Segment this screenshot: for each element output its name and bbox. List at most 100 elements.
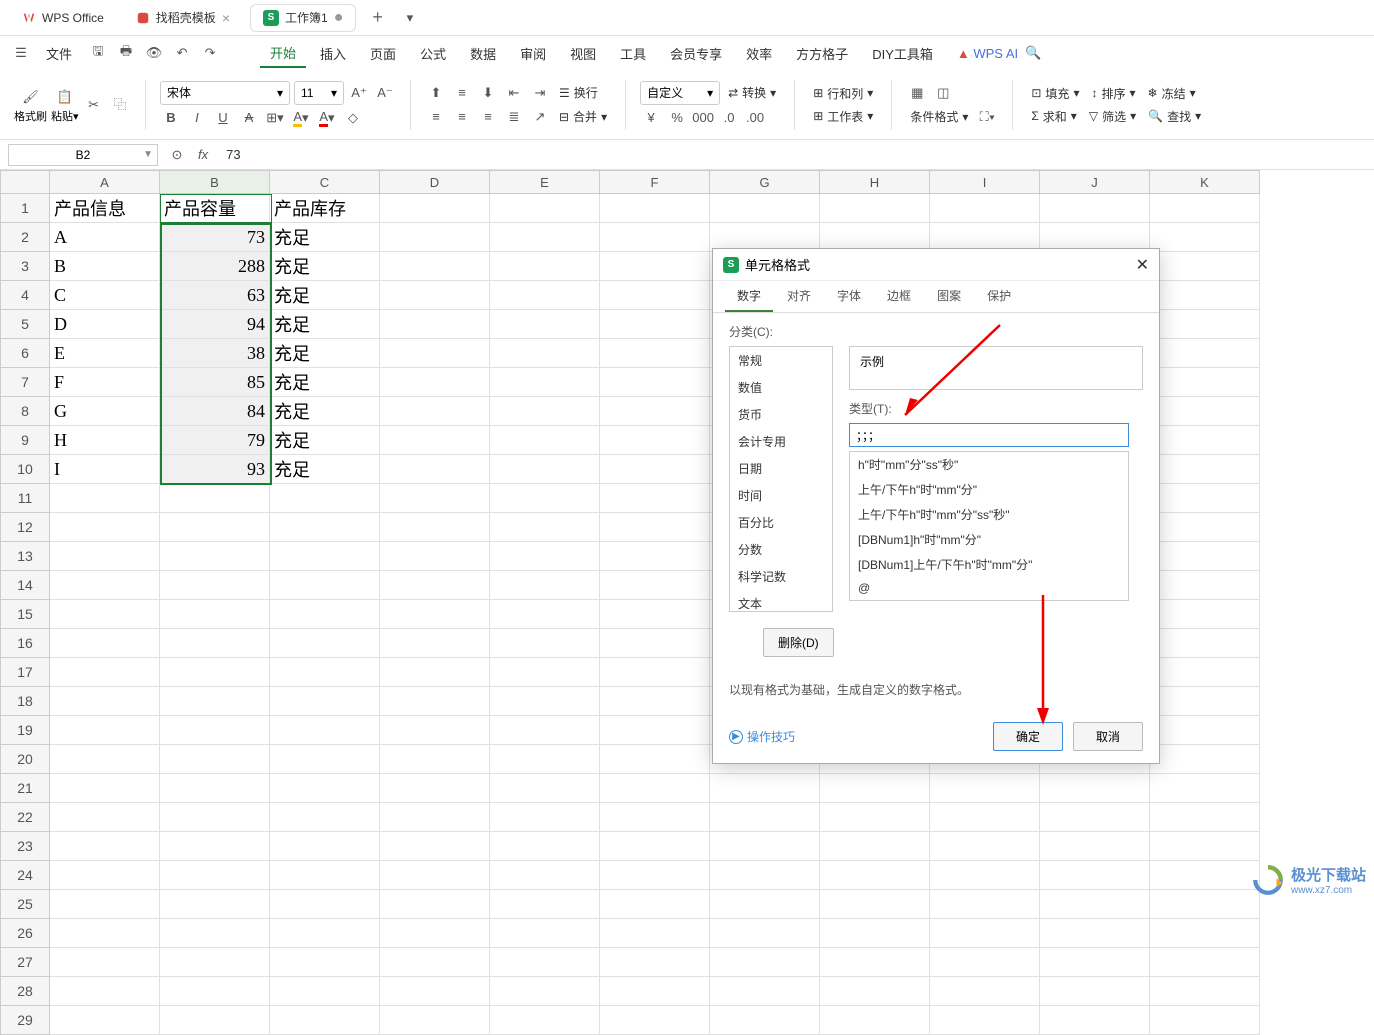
cell[interactable] — [600, 1006, 710, 1035]
freeze-button[interactable]: ❄ 冻结▾ — [1144, 83, 1200, 104]
undo-icon[interactable]: ↶ — [170, 41, 194, 65]
menu-data[interactable]: 数据 — [460, 40, 506, 67]
row-header[interactable]: 18 — [0, 687, 50, 716]
cancel-edit-icon[interactable]: ⊙ — [166, 144, 188, 166]
row-header[interactable]: 8 — [0, 397, 50, 426]
cell[interactable] — [160, 513, 270, 542]
column-header[interactable]: E — [490, 170, 600, 194]
cell[interactable] — [380, 977, 490, 1006]
cell[interactable] — [600, 368, 710, 397]
cell[interactable] — [1150, 194, 1260, 223]
cell[interactable] — [1150, 919, 1260, 948]
row-header[interactable]: 26 — [0, 919, 50, 948]
cell[interactable]: 充足 — [270, 281, 380, 310]
cell[interactable] — [50, 687, 160, 716]
cell[interactable] — [490, 803, 600, 832]
cell[interactable] — [1150, 310, 1260, 339]
justify-icon[interactable]: ≣ — [503, 106, 525, 128]
cell[interactable] — [600, 977, 710, 1006]
cell[interactable] — [1150, 223, 1260, 252]
cell[interactable] — [1150, 716, 1260, 745]
wps-ai-button[interactable]: ▲ WPS AI — [957, 46, 1018, 61]
cell[interactable] — [380, 832, 490, 861]
cell[interactable] — [820, 194, 930, 223]
cell[interactable] — [380, 774, 490, 803]
category-item[interactable]: 文本 — [730, 590, 832, 612]
cell[interactable] — [270, 803, 380, 832]
cell[interactable] — [380, 310, 490, 339]
cell[interactable] — [600, 281, 710, 310]
row-header[interactable]: 6 — [0, 339, 50, 368]
align-left-icon[interactable]: ≡ — [425, 106, 447, 128]
cell[interactable]: I — [50, 455, 160, 484]
cell[interactable] — [490, 919, 600, 948]
column-header[interactable]: H — [820, 170, 930, 194]
cell[interactable] — [710, 977, 820, 1006]
table-style-icon[interactable]: ▦ — [906, 82, 928, 104]
cell[interactable]: 94 — [160, 310, 270, 339]
cell[interactable] — [490, 774, 600, 803]
tab-number[interactable]: 数字 — [725, 281, 773, 312]
cell[interactable]: 288 — [160, 252, 270, 281]
row-header[interactable]: 22 — [0, 803, 50, 832]
ok-button[interactable]: 确定 — [993, 722, 1063, 751]
cell[interactable] — [820, 1006, 930, 1035]
cell[interactable] — [160, 600, 270, 629]
cell[interactable]: 产品库存 — [270, 194, 380, 223]
tab-pattern[interactable]: 图案 — [925, 281, 973, 312]
cell[interactable] — [1040, 977, 1150, 1006]
column-header[interactable]: K — [1150, 170, 1260, 194]
fx-icon[interactable]: fx — [198, 147, 208, 162]
indent-right-icon[interactable]: ⇥ — [529, 82, 551, 104]
cell[interactable] — [50, 832, 160, 861]
row-header[interactable]: 10 — [0, 455, 50, 484]
cell[interactable] — [270, 658, 380, 687]
cell[interactable] — [1040, 919, 1150, 948]
category-item[interactable]: 分数 — [730, 536, 832, 563]
cell[interactable] — [820, 948, 930, 977]
row-header[interactable]: 3 — [0, 252, 50, 281]
cell[interactable] — [50, 716, 160, 745]
cell[interactable] — [1150, 803, 1260, 832]
cell[interactable] — [600, 629, 710, 658]
cell[interactable]: 充足 — [270, 223, 380, 252]
cell[interactable]: D — [50, 310, 160, 339]
cell[interactable] — [490, 368, 600, 397]
cell[interactable] — [600, 716, 710, 745]
cell[interactable] — [710, 861, 820, 890]
category-item[interactable]: 时间 — [730, 482, 832, 509]
cell[interactable] — [820, 774, 930, 803]
format-item[interactable]: 上午/下午h"时"mm"分" — [850, 477, 1128, 502]
cell[interactable] — [710, 1006, 820, 1035]
cell[interactable] — [160, 687, 270, 716]
cell[interactable] — [1150, 397, 1260, 426]
cell[interactable] — [1150, 687, 1260, 716]
cell[interactable] — [160, 745, 270, 774]
cell[interactable] — [600, 426, 710, 455]
name-dropdown-icon[interactable]: ▼ — [143, 149, 153, 160]
cell[interactable] — [270, 948, 380, 977]
increase-font-icon[interactable]: A⁺ — [348, 82, 370, 104]
cell[interactable] — [710, 919, 820, 948]
cell[interactable] — [50, 658, 160, 687]
cell[interactable] — [50, 600, 160, 629]
cell[interactable] — [1150, 1006, 1260, 1035]
cell[interactable] — [270, 774, 380, 803]
cell[interactable] — [600, 600, 710, 629]
column-header[interactable]: D — [380, 170, 490, 194]
cell[interactable] — [490, 977, 600, 1006]
cell[interactable] — [380, 1006, 490, 1035]
cell[interactable] — [490, 426, 600, 455]
currency-icon[interactable]: ¥ — [640, 107, 662, 129]
row-header[interactable]: 2 — [0, 223, 50, 252]
tab-align[interactable]: 对齐 — [775, 281, 823, 312]
new-tab-button[interactable]: + — [364, 7, 391, 28]
file-menu[interactable]: 文件 — [36, 40, 82, 67]
cell[interactable] — [380, 687, 490, 716]
tab-workbook[interactable]: S 工作簿1 ● — [250, 4, 356, 32]
cell[interactable] — [380, 600, 490, 629]
row-header[interactable]: 28 — [0, 977, 50, 1006]
cell[interactable] — [490, 223, 600, 252]
cell[interactable] — [490, 397, 600, 426]
cell[interactable] — [270, 745, 380, 774]
